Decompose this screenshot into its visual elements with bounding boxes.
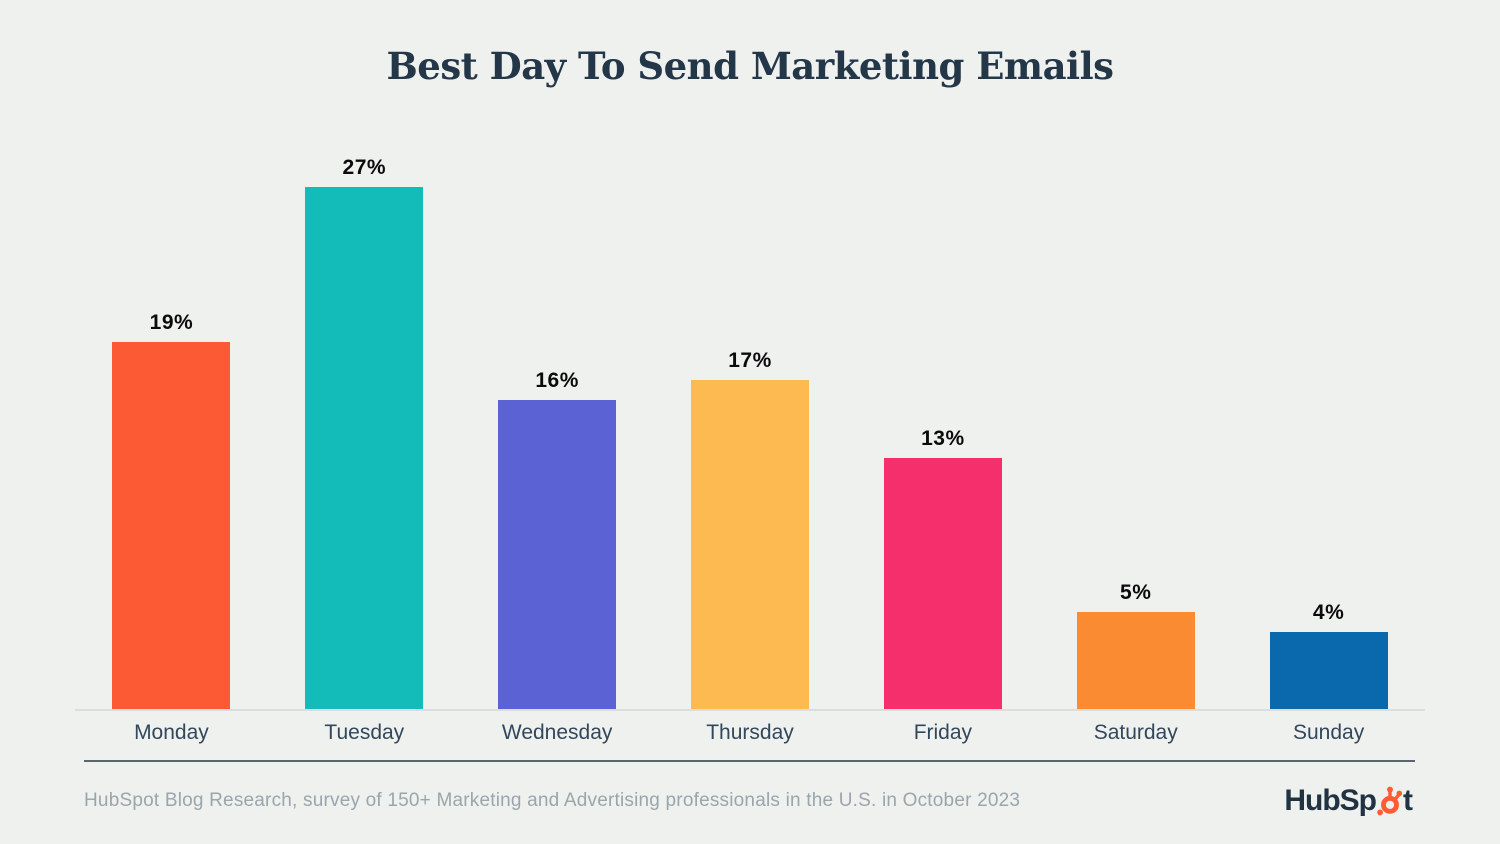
bar-wednesday [498, 400, 617, 709]
bar-column-sunday: 4% [1232, 601, 1425, 709]
bar-column-saturday: 5% [1039, 581, 1232, 709]
x-axis-label-sunday: Sunday [1292, 721, 1365, 744]
bar-value-label-thursday: 17% [728, 349, 772, 372]
bar-column-wednesday: 16% [461, 369, 654, 709]
x-axis-label-saturday: Saturday [1093, 721, 1178, 744]
x-axis-label-tuesday: Tuesday [324, 721, 405, 744]
bar-column-tuesday: 27% [268, 156, 461, 709]
bar-value-label-wednesday: 16% [535, 369, 579, 392]
x-axis-label-thursday: Thursday [706, 721, 794, 744]
bar-monday [112, 342, 231, 709]
hubspot-sprocket-icon [1377, 786, 1402, 816]
x-axis-labels: Monday Tuesday Wednesday Thursday Friday Satu… [75, 711, 1425, 760]
logo-text-prefix: HubSp [1284, 784, 1377, 817]
bar-value-label-saturday: 5% [1120, 581, 1152, 604]
bar-chart-plot-area: 19% 27% 16% 17% 13% 5% 4% [75, 95, 1425, 711]
bar-saturday [1076, 612, 1195, 709]
bar-column-monday: 19% [75, 311, 268, 709]
bar-column-thursday: 17% [654, 349, 847, 709]
source-attribution: HubSpot Blog Research, survey of 150+ Ma… [84, 790, 1021, 811]
bar-column-friday: 13% [846, 427, 1039, 709]
chart-title: Best Day To Send Marketing Emails [386, 44, 1115, 88]
bar-tuesday [305, 187, 424, 709]
bar-value-label-friday: 13% [921, 427, 965, 450]
logo-text-suffix: t [1403, 784, 1413, 817]
x-axis-label-friday: Friday [913, 721, 973, 744]
bar-friday [883, 458, 1002, 709]
bar-thursday [691, 380, 809, 709]
bar-value-label-tuesday: 27% [342, 156, 387, 179]
bar-value-label-sunday: 4% [1312, 601, 1345, 624]
x-axis-label-wednesday: Wednesday [501, 721, 613, 744]
hubspot-logo: HubSp t [1284, 784, 1413, 817]
x-axis-label-monday: Monday [134, 721, 209, 744]
bar-sunday [1269, 632, 1388, 709]
footer: HubSpot Blog Research, survey of 150+ Ma… [0, 786, 1500, 816]
bar-value-label-monday: 19% [149, 311, 194, 334]
footer-divider [84, 760, 1415, 762]
